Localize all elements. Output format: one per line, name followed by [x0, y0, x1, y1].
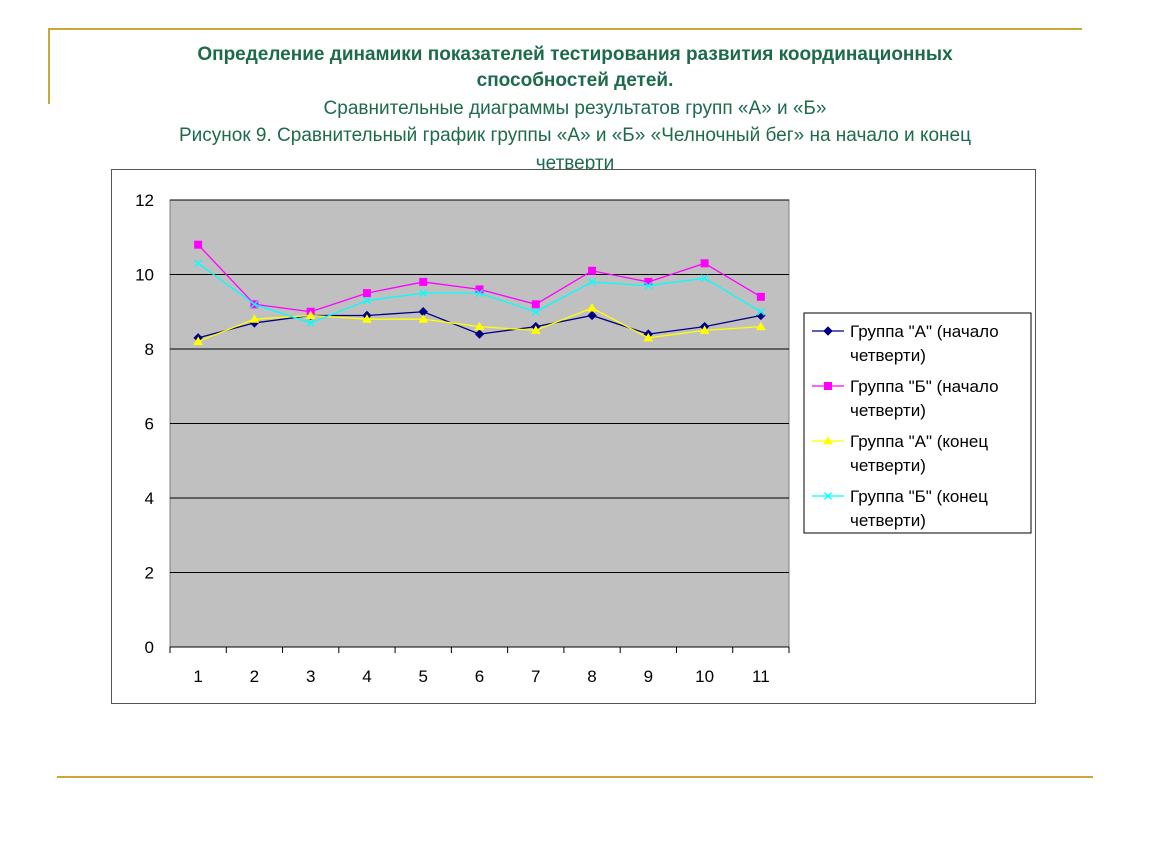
x-tick-label-3: 3 [306, 667, 315, 686]
heading-line-2: способностей детей. [476, 70, 674, 91]
series-3-point-9 [643, 332, 654, 342]
decor-top-rule [48, 28, 1082, 30]
series-2-point-8 [588, 266, 597, 275]
series-3-point-10 [699, 325, 710, 334]
y-tick-label-12: 12 [135, 191, 154, 210]
series-4-point-8 [588, 277, 597, 286]
series-4-point-9 [644, 281, 653, 290]
series-4-point-6 [475, 289, 484, 298]
x-tick-label-1: 1 [193, 667, 202, 686]
y-tick-label-10: 10 [135, 266, 154, 285]
series-3-point-11 [756, 321, 766, 331]
series-2-point-10 [700, 259, 709, 268]
x-tick-label-10: 10 [695, 667, 714, 686]
series-4-point-4 [362, 296, 371, 305]
figure-caption-line-1: Рисунок 9. Сравнительный график группы «… [179, 125, 971, 146]
slide-heading: Определение динамики показателей тестиро… [60, 42, 1090, 149]
legend-label-2-line-1: Группа "Б" (начало [850, 377, 999, 396]
series-2-point-4 [362, 289, 371, 298]
x-tick-label-2: 2 [250, 667, 259, 686]
series-3-point-2 [249, 314, 260, 323]
y-tick-label-6: 6 [145, 415, 154, 434]
x-tick-label-4: 4 [362, 667, 371, 686]
x-tick-label-5: 5 [418, 667, 427, 686]
legend-label-1-line-1: Группа "А" (начало [850, 322, 999, 341]
series-2-point-5 [419, 277, 428, 286]
legend-marker-3 [823, 435, 833, 445]
heading-subtitle: Сравнительные диаграммы результатов груп… [323, 98, 827, 119]
x-tick-label-7: 7 [531, 667, 540, 686]
legend-marker-2 [824, 382, 832, 390]
legend-label-4-line-1: Группа "Б" (конец [850, 487, 988, 506]
y-tick-label-8: 8 [145, 340, 154, 359]
series-4-point-7 [531, 307, 540, 316]
series-1-point-8 [587, 310, 597, 321]
series-4-point-10 [700, 274, 709, 283]
decor-bottom-rule [57, 776, 1093, 778]
legend-label-4-line-2: четверти) [850, 511, 926, 530]
series-2-point-1 [194, 240, 203, 249]
figure-caption-line-2: четверти [535, 153, 615, 169]
legend-label-3-line-2: четверти) [850, 456, 926, 475]
legend-marker-4 [824, 492, 832, 500]
series-4-point-1 [194, 259, 203, 268]
series-2-point-11 [756, 292, 765, 301]
series-1-point-6 [474, 329, 485, 339]
series-4-point-3 [306, 318, 315, 327]
figure-caption-line-2-wrap: четверти [60, 150, 1090, 169]
x-tick-label-8: 8 [587, 667, 596, 686]
series-4-point-5 [419, 289, 428, 298]
y-tick-label-0: 0 [145, 638, 154, 657]
legend-label-1-line-2: четверти) [850, 346, 926, 365]
y-tick-label-2: 2 [145, 564, 154, 583]
series-3-point-5 [418, 314, 429, 323]
chart-area: 0 2 4 6 8 10 12 1 2 3 4 5 6 7 8 9 10 11 Группа "А" (начало… [111, 169, 1036, 704]
series-3-point-6 [474, 321, 485, 331]
decor-left-rule [48, 28, 50, 104]
x-tick-label-9: 9 [644, 667, 653, 686]
series-3-point-8 [587, 303, 597, 312]
series-4-point-11 [756, 307, 765, 316]
y-tick-label-4: 4 [145, 489, 154, 508]
series-3-point-4 [362, 314, 372, 323]
series-3-point-1 [193, 336, 203, 346]
series-4-point-2 [250, 300, 259, 309]
series-2-point-7 [531, 300, 540, 309]
x-tick-label-11: 11 [752, 667, 770, 686]
series-2-point-6 [475, 285, 484, 294]
series-3-point-3 [305, 310, 316, 319]
heading-line-1: Определение динамики показателей тестиро… [197, 44, 953, 65]
series-2-point-9 [644, 277, 653, 286]
legend-label-3-line-1: Группа "А" (конец [850, 432, 988, 451]
legend-marker-1 [823, 326, 833, 336]
series-3-point-7 [530, 325, 541, 334]
x-tick-label-6: 6 [475, 667, 484, 686]
legend-label-2-line-2: четверти) [850, 401, 926, 420]
